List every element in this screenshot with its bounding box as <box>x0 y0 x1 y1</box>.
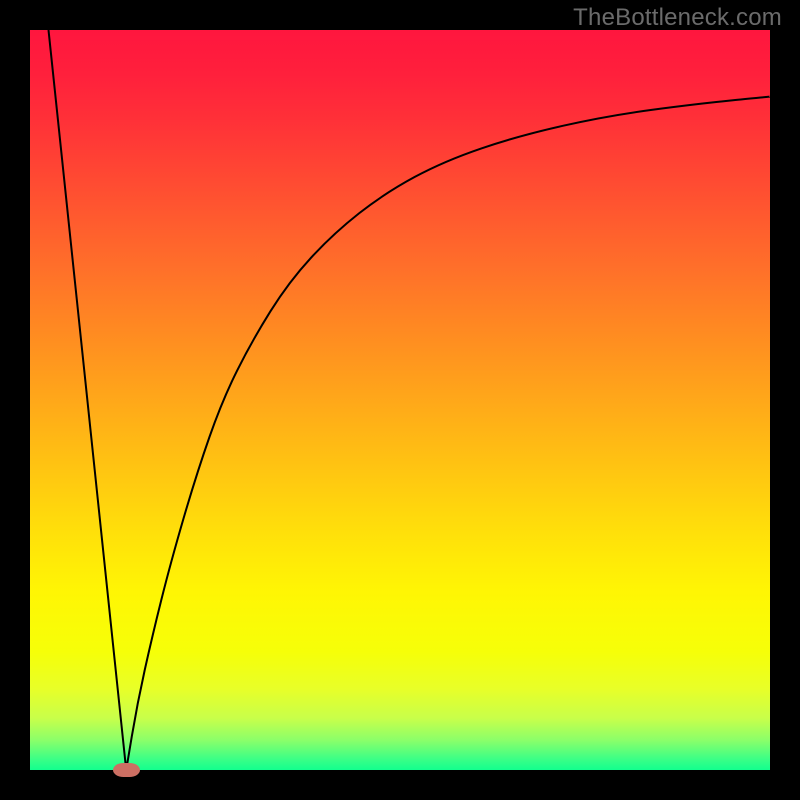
gradient-background <box>30 30 770 770</box>
plot-svg <box>30 30 770 770</box>
chart-frame: TheBottleneck.com <box>0 0 800 800</box>
notch-marker <box>113 763 140 778</box>
plot-area <box>30 30 770 770</box>
watermark-text: TheBottleneck.com <box>573 4 782 32</box>
